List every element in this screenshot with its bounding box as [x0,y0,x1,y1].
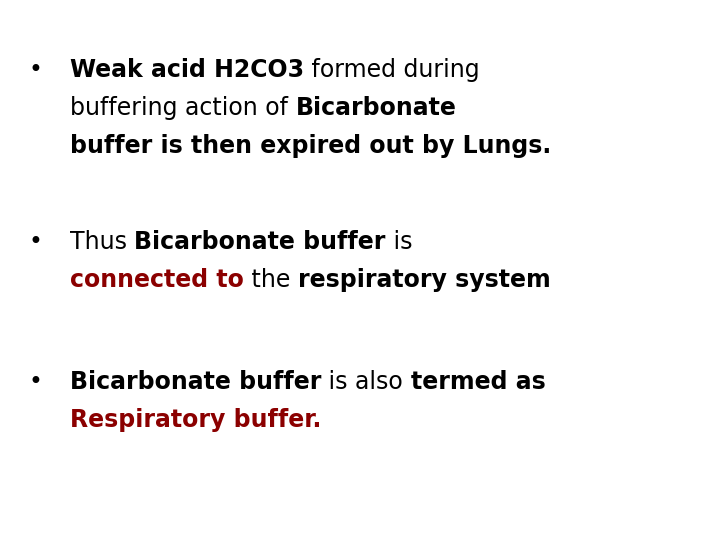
Text: Bicarbonate buffer: Bicarbonate buffer [70,370,321,394]
Text: is also: is also [321,370,410,394]
Text: termed as: termed as [410,370,545,394]
Text: respiratory system: respiratory system [298,268,551,292]
Text: the: the [244,268,298,292]
Text: is: is [386,230,413,254]
Text: formed during: formed during [304,58,480,82]
Text: Bicarbonate buffer: Bicarbonate buffer [135,230,386,254]
Text: •: • [28,370,42,394]
Text: •: • [28,58,42,82]
Text: Respiratory buffer.: Respiratory buffer. [70,408,321,432]
Text: buffer is then expired out by Lungs.: buffer is then expired out by Lungs. [70,134,552,158]
Text: Thus: Thus [70,230,135,254]
Text: •: • [28,230,42,254]
Text: Bicarbonate: Bicarbonate [295,96,456,120]
Text: connected to: connected to [70,268,244,292]
Text: Weak acid H2CO3: Weak acid H2CO3 [70,58,304,82]
Text: buffering action of: buffering action of [70,96,295,120]
